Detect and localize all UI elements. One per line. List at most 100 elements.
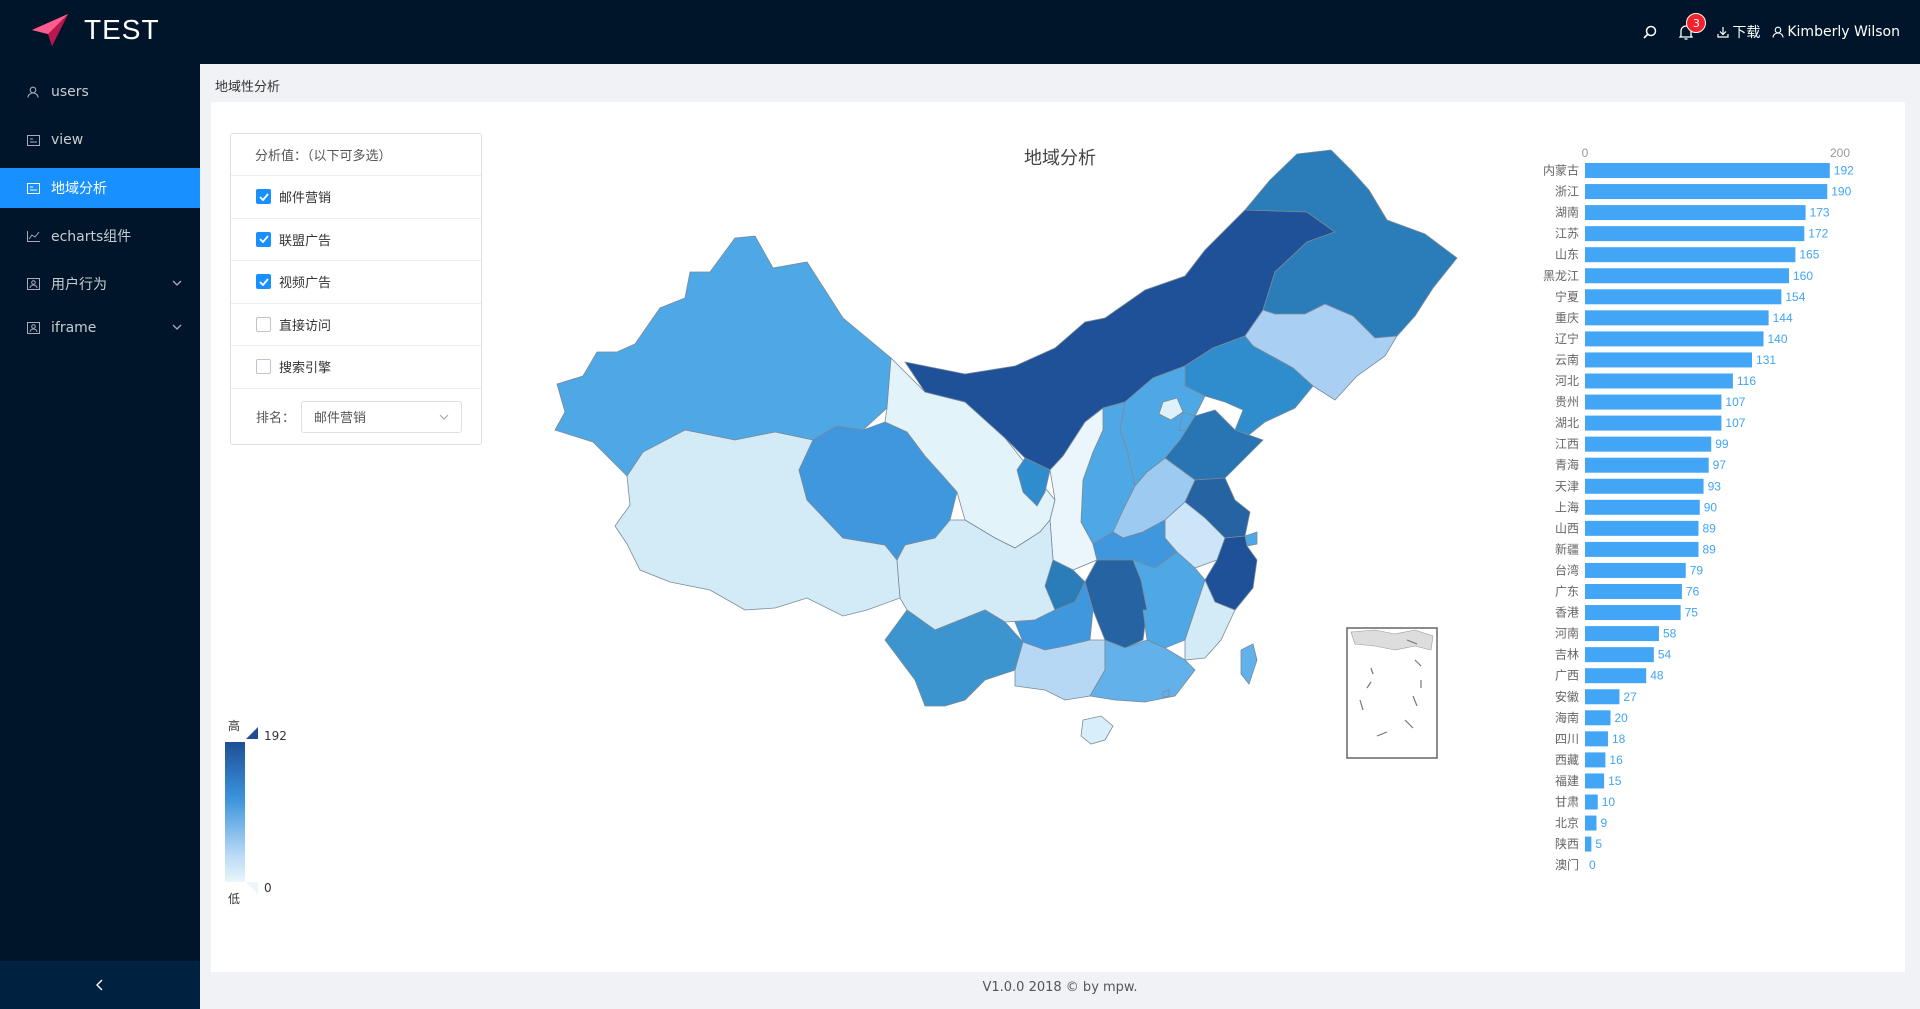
checkbox-unchecked[interactable] <box>256 359 271 375</box>
checkbox-checked[interactable] <box>256 231 271 247</box>
legend-min-handle[interactable] <box>246 882 258 894</box>
category-label: 陕西 <box>1555 836 1579 851</box>
bar[interactable] <box>1585 268 1789 284</box>
bar[interactable] <box>1585 499 1700 515</box>
search-icon[interactable] <box>1641 23 1659 41</box>
bar-value-label: 190 <box>1831 185 1851 199</box>
bar-value-label: 160 <box>1793 269 1813 283</box>
sidebar-collapse-button[interactable] <box>0 961 200 1009</box>
sidebar-item-label: 用户行为 <box>51 277 107 293</box>
category-label: 海南 <box>1555 710 1579 725</box>
filter-option-label: 搜索引擎 <box>279 361 332 377</box>
visual-map-legend[interactable]: 高 192 0 低 <box>222 716 292 908</box>
region-beijing <box>1158 397 1184 421</box>
region-tibet <box>614 429 901 617</box>
category-label: 宁夏 <box>1555 289 1579 304</box>
chevron-down-icon <box>172 276 182 292</box>
bar[interactable] <box>1585 520 1699 536</box>
category-label: 甘肃 <box>1555 795 1579 809</box>
checkbox-checked[interactable] <box>256 189 271 205</box>
checkbox-checked[interactable] <box>256 274 271 290</box>
user-box-icon <box>25 276 41 292</box>
bar[interactable] <box>1585 668 1647 684</box>
bar[interactable] <box>1585 836 1592 852</box>
top-header: TEST 3 下载 Kimberly Wilson <box>0 0 1920 64</box>
bar[interactable] <box>1585 415 1722 431</box>
sidebar-item-region-analysis[interactable]: 地域分析 <box>0 168 200 208</box>
bar[interactable] <box>1585 184 1828 200</box>
china-map[interactable] <box>545 140 1485 870</box>
bar[interactable] <box>1585 647 1654 663</box>
bar[interactable] <box>1585 205 1806 221</box>
checkbox-unchecked[interactable] <box>256 316 271 332</box>
download-link[interactable]: 下载 <box>1717 22 1760 42</box>
footer: V1.0.0 2018 © by mpw. <box>982 980 1138 995</box>
bar-value-label: 0 <box>1589 858 1596 872</box>
legend-max-handle[interactable] <box>246 727 258 739</box>
region-guangdong <box>1089 639 1196 703</box>
bar[interactable] <box>1585 710 1611 726</box>
bar[interactable] <box>1585 562 1686 578</box>
sidebar-item-user-behavior[interactable]: 用户行为 <box>0 264 200 304</box>
app-logo[interactable]: TEST <box>30 12 160 48</box>
category-label: 山西 <box>1555 521 1579 535</box>
bar[interactable] <box>1585 541 1699 557</box>
rank-select[interactable]: 邮件营销 <box>301 400 463 433</box>
bar[interactable] <box>1585 352 1753 368</box>
bar[interactable] <box>1585 310 1769 326</box>
bar[interactable] <box>1585 478 1704 494</box>
bar[interactable] <box>1585 626 1659 642</box>
bar-value-label: 173 <box>1810 206 1830 220</box>
legend-gradient-bar[interactable] <box>225 742 245 882</box>
bar[interactable] <box>1585 689 1620 705</box>
bar[interactable] <box>1585 331 1764 347</box>
region-hunan <box>1084 559 1148 649</box>
filter-title: 分析值：（以下可多选） <box>231 134 481 176</box>
sidebar-item-echarts[interactable]: echarts组件 <box>0 216 200 256</box>
bar-value-label: 9 <box>1600 816 1607 830</box>
bar[interactable] <box>1585 457 1709 473</box>
bar[interactable] <box>1585 289 1782 305</box>
sidebar-item-view[interactable]: view <box>0 120 200 160</box>
bar-value-label: 75 <box>1685 606 1699 620</box>
bar[interactable] <box>1585 752 1606 768</box>
category-label: 青海 <box>1555 457 1579 472</box>
filter-option-email[interactable]: 邮件营销 <box>231 176 481 219</box>
bar[interactable] <box>1585 226 1805 242</box>
bar[interactable] <box>1585 605 1681 621</box>
bar-value-label: 107 <box>1725 416 1745 430</box>
category-label: 内蒙古 <box>1543 163 1579 178</box>
bar[interactable] <box>1585 247 1796 263</box>
bar[interactable] <box>1585 163 1830 178</box>
user-menu[interactable]: Kimberly Wilson <box>1772 24 1900 40</box>
category-label: 广东 <box>1555 585 1579 599</box>
legend-high-label: 高 <box>228 719 241 733</box>
sidebar-item-users[interactable]: users <box>0 72 200 112</box>
x-tick-label: 0 <box>1582 146 1589 160</box>
download-icon <box>1717 27 1729 38</box>
bar[interactable] <box>1585 373 1733 389</box>
bar[interactable] <box>1585 815 1597 831</box>
filter-option-direct[interactable]: 直接访问 <box>231 304 481 346</box>
notification-badge: 3 <box>1686 13 1707 33</box>
bar[interactable] <box>1585 794 1598 810</box>
bar[interactable] <box>1585 731 1608 747</box>
region-hainan <box>1080 715 1114 745</box>
bar-value-label: 140 <box>1768 332 1788 346</box>
bar[interactable] <box>1585 584 1682 599</box>
category-label: 新疆 <box>1555 541 1579 556</box>
bar-value-label: 93 <box>1708 479 1722 493</box>
map-title: 地域分析 <box>1024 148 1096 169</box>
bar[interactable] <box>1585 436 1712 452</box>
user-name: Kimberly Wilson <box>1787 24 1900 40</box>
filter-option-alliance[interactable]: 联盟广告 <box>231 219 481 261</box>
filter-option-video[interactable]: 视频广告 <box>231 261 481 304</box>
filter-option-search-engine[interactable]: 搜索引擎 <box>231 346 481 389</box>
bar[interactable] <box>1585 773 1605 789</box>
bar[interactable] <box>1585 394 1722 410</box>
bar-value-label: 90 <box>1704 500 1718 514</box>
notification-bell[interactable]: 3 <box>1677 13 1707 41</box>
sidebar-item-iframe[interactable]: iframe <box>0 308 200 348</box>
bar-value-label: 20 <box>1615 711 1629 725</box>
bar-value-label: 131 <box>1756 353 1776 367</box>
